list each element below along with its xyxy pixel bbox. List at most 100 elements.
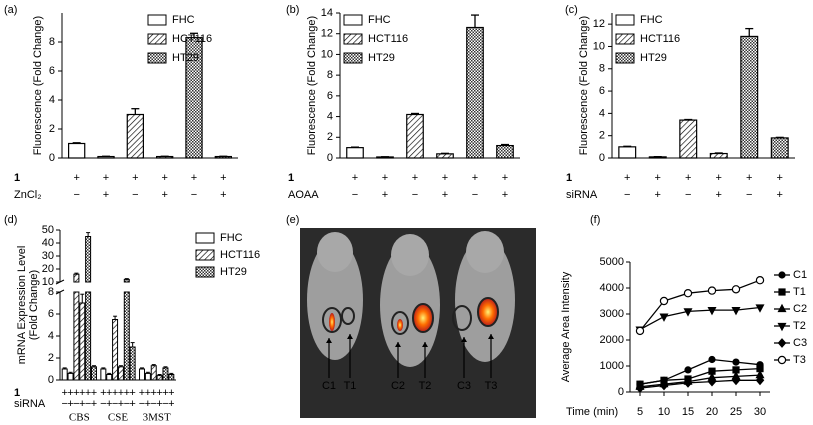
- row-sign: −: [112, 398, 118, 410]
- row-sign: +: [161, 172, 167, 184]
- point: [755, 276, 765, 285]
- x-tick-label: 15: [682, 406, 694, 418]
- row-sign: −: [746, 189, 752, 201]
- arrow-head: [395, 342, 401, 347]
- bar: [740, 35, 759, 159]
- bar: [73, 291, 80, 381]
- y-tick-label: 0: [48, 374, 54, 386]
- row-sign: +: [777, 172, 783, 184]
- y-tick-label: 10: [42, 276, 54, 288]
- arrow-head: [422, 342, 428, 347]
- y-tick-label: 6: [327, 90, 333, 102]
- row-sign: +: [161, 189, 167, 201]
- x-tick-label: 25: [730, 406, 742, 418]
- row-sign: +: [162, 387, 168, 399]
- row-sign: +: [91, 387, 97, 399]
- bar: [100, 368, 107, 381]
- bar: [496, 144, 514, 159]
- legend-swatch: [195, 249, 215, 261]
- row-sign: +: [156, 398, 162, 410]
- bar: [150, 365, 157, 381]
- row-label: 1: [288, 172, 294, 184]
- y-tick-label: 40: [42, 237, 54, 249]
- panel-label: (d): [4, 214, 17, 226]
- legend-swatch: [615, 52, 635, 64]
- y-tick-label: 50: [42, 224, 54, 236]
- row-label: siRNA: [14, 398, 46, 410]
- legend-swatch: [343, 14, 363, 26]
- point: [708, 355, 716, 364]
- bar: [85, 236, 92, 283]
- bar: [346, 147, 364, 159]
- point: [683, 377, 693, 388]
- point: [755, 304, 765, 313]
- panel-label: (f): [590, 214, 600, 226]
- arrow-head: [461, 337, 467, 342]
- row-sign: +: [67, 387, 73, 399]
- legend-label: HT29: [640, 52, 667, 64]
- y-tick-label: 12: [321, 28, 333, 40]
- row-sign: −: [191, 189, 197, 201]
- row-sign: −: [151, 398, 157, 410]
- bar: [67, 372, 74, 381]
- y-tick-label: 8: [599, 63, 605, 75]
- row-sign: +: [73, 387, 79, 399]
- bar: [129, 346, 136, 381]
- point: [635, 326, 645, 336]
- row-sign: −: [124, 398, 130, 410]
- row-sign: +: [129, 398, 135, 410]
- point: [659, 380, 669, 391]
- bar: [162, 367, 169, 381]
- y-tick-label: 1000: [600, 360, 624, 372]
- image-label: C1: [322, 380, 336, 392]
- y-tick-label: 4: [49, 94, 55, 106]
- y-axis-label: (Fold Change): [28, 270, 40, 340]
- y-tick-label: 0: [599, 152, 605, 164]
- y-tick-label: 2: [49, 123, 55, 135]
- legend-label: HCT116: [368, 33, 408, 45]
- legend-marker: [777, 338, 787, 348]
- row-sign: +: [220, 172, 226, 184]
- row-sign: +: [61, 387, 67, 399]
- row-sign: +: [139, 387, 145, 399]
- row-sign: +: [685, 172, 691, 184]
- row-sign: +: [502, 172, 508, 184]
- point: [707, 376, 717, 387]
- row-sign: +: [624, 172, 630, 184]
- legend-swatch: [147, 52, 167, 64]
- bar: [123, 291, 130, 381]
- legend-swatch: [615, 33, 635, 45]
- row-label: 1: [14, 172, 20, 184]
- image-label: C2: [391, 380, 405, 392]
- bar: [112, 319, 119, 381]
- row-sign: −: [472, 189, 478, 201]
- row-sign: +: [746, 172, 752, 184]
- legend-label: C2: [793, 303, 807, 315]
- bar: [156, 375, 163, 381]
- row-sign: +: [106, 398, 112, 410]
- y-tick-label: 6: [48, 308, 54, 320]
- y-tick-label: 0: [327, 152, 333, 164]
- row-sign: −: [132, 189, 138, 201]
- panel-label: (c): [565, 4, 578, 16]
- y-tick-label: 4: [599, 107, 605, 119]
- bar: [73, 273, 80, 283]
- row-sign: −: [412, 189, 418, 201]
- x-axis-label: Time (min): [566, 406, 618, 418]
- point: [683, 289, 693, 298]
- panel-label: (b): [286, 4, 299, 16]
- mouse-image: [300, 228, 536, 418]
- bar: [144, 372, 151, 381]
- y-tick-label: 12: [593, 18, 605, 30]
- y-tick-label: 5000: [600, 256, 624, 268]
- row-label: siRNA: [566, 189, 598, 201]
- legend-label: HT29: [172, 52, 199, 64]
- point: [707, 286, 717, 295]
- x-tick-label: 10: [658, 406, 670, 418]
- row-sign: −: [624, 189, 630, 201]
- y-tick-label: 4000: [600, 282, 624, 294]
- y-tick-label: 0: [49, 152, 55, 164]
- y-tick-label: 30: [42, 250, 54, 262]
- legend-label: FHC: [368, 14, 391, 26]
- row-sign: −: [100, 398, 106, 410]
